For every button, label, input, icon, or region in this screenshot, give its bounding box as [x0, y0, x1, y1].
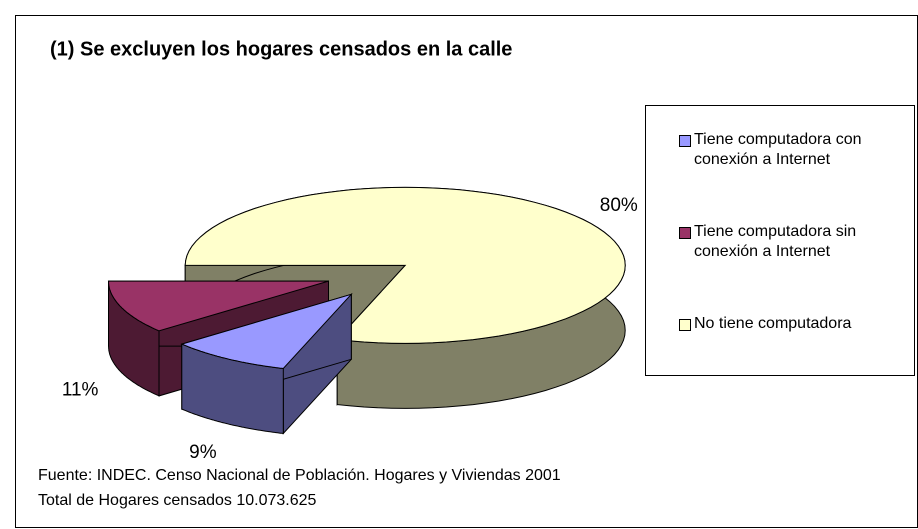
- legend-swatch: [679, 227, 691, 239]
- legend-item: Tiene computadora con conexión a Interne…: [679, 130, 909, 170]
- legend: Tiene computadora con conexión a Interne…: [645, 105, 915, 376]
- legend-label: Tiene computadora sin conexión a Interne…: [694, 223, 857, 260]
- note: Fuente: INDEC. Censo Nacional de Poblaci…: [38, 467, 561, 484]
- slice-top: [184, 186, 626, 344]
- legend-swatch: [679, 319, 691, 331]
- legend-item: Tiene computadora sin conexión a Interne…: [679, 222, 909, 262]
- data-label: 11%: [62, 380, 99, 401]
- slice-top: [107, 280, 329, 332]
- legend-item: No tiene computadora: [679, 314, 909, 334]
- pie-slice: [180, 293, 353, 435]
- chart-title: (1) Se excluyen los hogares censados en …: [50, 38, 512, 60]
- legend-label: Tiene computadora con conexión a Interne…: [694, 131, 862, 168]
- slice-top: [180, 293, 353, 370]
- legend-label: No tiene computadora: [694, 315, 852, 332]
- note: Total de Hogares censados 10.073.625: [38, 492, 317, 509]
- data-label: 80%: [600, 195, 638, 216]
- legend-swatch: [679, 135, 691, 147]
- data-label: 9%: [189, 442, 217, 463]
